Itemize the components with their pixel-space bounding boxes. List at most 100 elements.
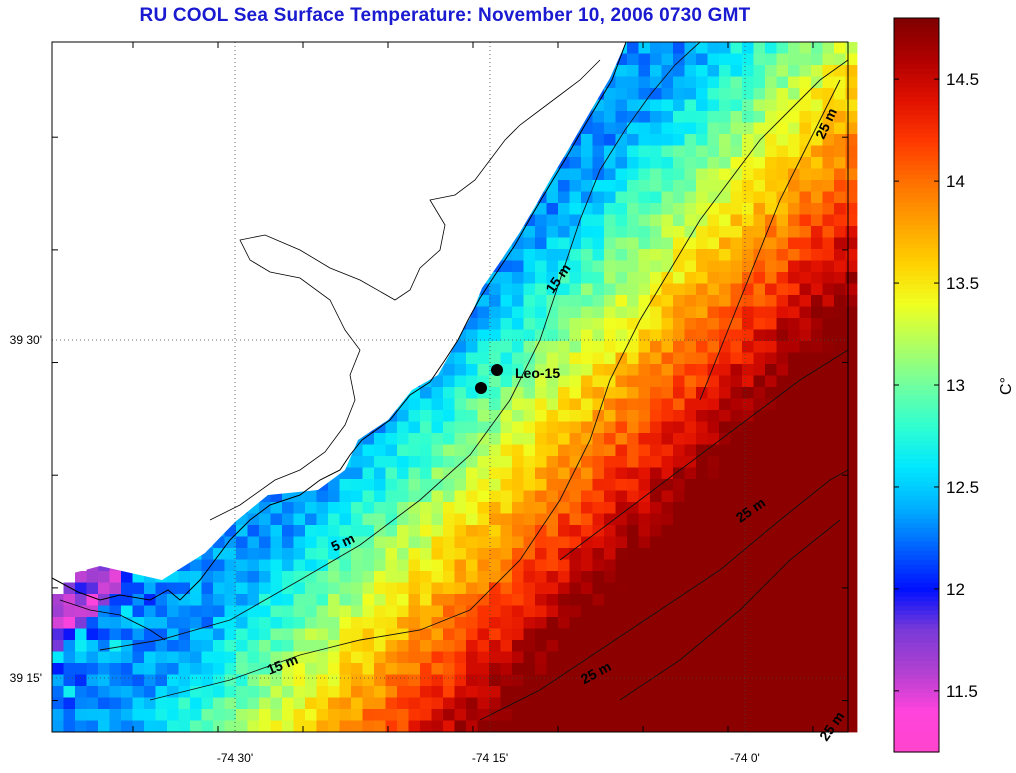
sst-cell bbox=[604, 352, 616, 365]
sst-cell bbox=[822, 467, 835, 480]
sst-cell bbox=[811, 525, 823, 537]
sst-cell bbox=[339, 651, 352, 664]
sst-cell bbox=[811, 318, 823, 330]
sst-cell bbox=[615, 594, 628, 606]
sst-cell bbox=[696, 628, 708, 641]
sst-cell bbox=[822, 709, 835, 721]
sst-cell bbox=[512, 433, 524, 445]
colorbar-tick-label: 14.5 bbox=[946, 70, 979, 89]
sst-cell bbox=[121, 663, 133, 675]
sst-cell bbox=[661, 329, 674, 342]
sst-cell bbox=[753, 513, 766, 526]
sst-cell bbox=[719, 260, 731, 273]
colorbar-segment bbox=[894, 279, 939, 285]
sst-cell bbox=[627, 375, 639, 388]
sst-cell bbox=[385, 525, 398, 537]
sst-cell bbox=[454, 467, 467, 480]
sst-cell bbox=[305, 628, 317, 641]
sst-cell bbox=[615, 260, 628, 273]
sst-cell bbox=[362, 697, 375, 710]
sst-cell bbox=[443, 433, 455, 445]
sst-cell bbox=[569, 536, 582, 549]
sst-cell bbox=[190, 651, 202, 664]
sst-cell bbox=[109, 605, 122, 618]
sst-cell bbox=[581, 306, 593, 319]
sst-cell bbox=[788, 341, 800, 353]
sst-cell bbox=[569, 720, 582, 733]
sst-cell bbox=[742, 536, 754, 549]
sst-cell bbox=[788, 180, 800, 192]
sst-cell bbox=[696, 260, 708, 273]
sst-cell bbox=[799, 272, 812, 284]
sst-cell bbox=[397, 594, 409, 606]
sst-cell bbox=[707, 65, 720, 77]
colorbar-segment bbox=[894, 430, 939, 437]
sst-cell bbox=[627, 387, 639, 399]
sst-cell bbox=[454, 398, 467, 411]
sst-cell bbox=[592, 444, 605, 457]
sst-cell bbox=[592, 249, 605, 261]
sst-cell bbox=[696, 180, 708, 192]
sst-cell bbox=[742, 272, 754, 284]
sst-cell bbox=[638, 502, 651, 514]
sst-cell bbox=[558, 720, 570, 733]
colorbar-segment bbox=[894, 449, 939, 455]
sst-cell bbox=[684, 306, 697, 319]
sst-cell bbox=[834, 387, 846, 399]
colorbar-segment bbox=[894, 733, 939, 739]
sst-cell bbox=[397, 686, 409, 698]
sst-cell bbox=[523, 479, 536, 491]
sst-cell bbox=[454, 697, 467, 710]
sst-cell bbox=[408, 617, 421, 629]
sst-cell bbox=[259, 697, 271, 710]
sst-cell bbox=[673, 375, 685, 388]
sst-cell bbox=[834, 628, 846, 641]
sst-cell bbox=[167, 628, 179, 641]
sst-cell bbox=[799, 329, 812, 342]
sst-cell bbox=[834, 42, 846, 54]
colorbar-segment bbox=[894, 178, 939, 184]
sst-cell bbox=[742, 387, 754, 399]
sst-cell bbox=[627, 341, 639, 353]
sst-cell bbox=[397, 709, 409, 721]
sst-cell bbox=[696, 559, 708, 572]
sst-cell bbox=[454, 640, 467, 652]
sst-cell bbox=[213, 709, 225, 721]
sst-cell bbox=[397, 651, 409, 664]
sst-cell bbox=[719, 318, 731, 330]
sst-cell bbox=[328, 548, 340, 560]
sst-cell bbox=[776, 122, 789, 135]
sst-cell bbox=[351, 479, 363, 491]
sst-cell bbox=[98, 594, 110, 606]
sst-cell bbox=[811, 111, 823, 123]
sst-cell bbox=[581, 272, 593, 284]
sst-cell bbox=[776, 226, 789, 238]
sst-cell bbox=[684, 490, 697, 503]
colorbar-segment bbox=[894, 284, 939, 290]
sst-cell bbox=[776, 272, 789, 284]
sst-cell bbox=[604, 479, 616, 491]
sst-cell bbox=[604, 237, 616, 250]
sst-cell bbox=[466, 490, 478, 503]
sst-cell bbox=[500, 674, 513, 687]
sst-cell bbox=[650, 306, 662, 319]
sst-cell bbox=[592, 674, 605, 687]
sst-cell bbox=[650, 387, 662, 399]
sst-cell bbox=[132, 697, 145, 710]
sst-cell bbox=[638, 605, 651, 618]
sst-cell bbox=[247, 617, 260, 629]
sst-cell bbox=[500, 605, 513, 618]
sst-cell bbox=[86, 582, 99, 595]
sst-cell bbox=[500, 421, 513, 434]
sst-cell bbox=[673, 214, 685, 227]
sst-cell bbox=[845, 697, 858, 710]
sst-cell bbox=[558, 352, 570, 365]
sst-cell bbox=[397, 525, 409, 537]
sst-cell bbox=[845, 145, 858, 158]
sst-cell bbox=[650, 249, 662, 261]
sst-cell bbox=[374, 720, 386, 733]
sst-cell bbox=[615, 697, 628, 710]
sst-cell bbox=[535, 582, 547, 595]
sst-cell bbox=[742, 640, 754, 652]
colorbar-segment bbox=[894, 550, 939, 556]
